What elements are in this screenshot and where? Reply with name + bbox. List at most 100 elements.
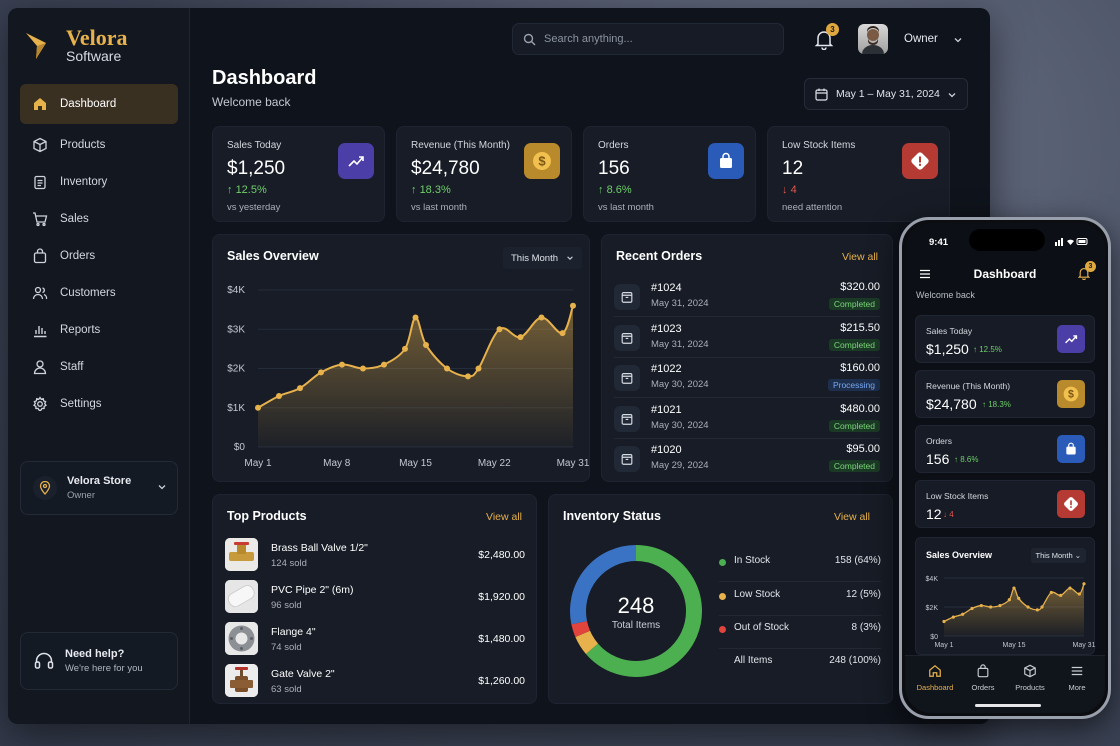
stat-delta: ↑ 8.6% [598, 184, 632, 196]
data-point [1049, 590, 1053, 595]
table-row[interactable]: #1022 May 30, 2024 $160.00 Processing [614, 359, 880, 399]
inventory-total-label: Total Items [611, 620, 661, 631]
data-point [570, 302, 576, 309]
inventory-legend-out-of-stock: Out of Stock 8 (3%) [719, 621, 881, 641]
x-tick-label: May 31 [557, 458, 590, 469]
trend-up-icon [338, 143, 374, 179]
order-amount: $480.00 [840, 402, 880, 415]
stat-card-low-stock[interactable]: Low Stock Items 12 ↓ 4 need attention [767, 126, 950, 222]
data-point [979, 603, 983, 608]
list-item[interactable]: Gate Valve 2" 63 sold $1,260.00 [225, 664, 525, 700]
data-point [339, 361, 345, 368]
sidebar-item-settings[interactable]: Settings [20, 385, 178, 422]
stat-label: Low Stock Items [782, 140, 856, 151]
inventory-view-all-link[interactable]: View all [834, 511, 870, 523]
shopping-bag-icon [708, 143, 744, 179]
brand-sub: Software [66, 48, 122, 65]
sidebar-item-inventory[interactable]: Inventory [20, 163, 178, 200]
search-input[interactable] [544, 33, 764, 45]
search-bar[interactable] [512, 23, 784, 55]
table-row[interactable]: #1021 May 30, 2024 $480.00 Completed [614, 400, 880, 440]
data-point [496, 326, 503, 333]
calendar-icon [815, 88, 828, 101]
divider [719, 581, 881, 582]
data-point [1017, 596, 1021, 600]
phone-tab-products[interactable]: Products [1007, 664, 1053, 692]
data-point [360, 365, 366, 372]
menu-icon[interactable] [919, 268, 931, 280]
sidebar-item-sales[interactable]: Sales [20, 200, 178, 237]
data-point [1026, 605, 1030, 609]
top-products-view-all-link[interactable]: View all [486, 511, 522, 523]
data-point [1068, 586, 1072, 590]
headset-icon [34, 652, 54, 669]
list-item[interactable]: Brass Ball Valve 1/2" 124 sold $2,480.00 [225, 538, 525, 574]
phone-stat-card[interactable]: Revenue (This Month) $24,780 ↑ 18.3% $ [915, 370, 1095, 418]
store-switcher[interactable]: Velora Store Owner [20, 461, 178, 515]
y-tick-label: $0 [930, 634, 938, 641]
list-item[interactable]: Flange 4" 74 sold $1,480.00 [225, 622, 525, 658]
order-date: May 30, 2024 [651, 419, 709, 431]
main-content: 3 Owner Dashboard Welcome back May 1 – M… [191, 8, 990, 724]
divider [614, 356, 880, 358]
help-card[interactable]: Need help? We're here for you [20, 632, 178, 690]
sidebar-item-dashboard[interactable]: Dashboard [20, 84, 178, 124]
user-name[interactable]: Owner [904, 33, 938, 45]
notification-badge: 3 [826, 23, 839, 36]
stat-card-sales-today[interactable]: Sales Today $1,250 ↑ 12.5% vs yesterday [212, 126, 385, 222]
sidebar-item-staff[interactable]: Staff [20, 348, 178, 385]
status-badge: Completed [828, 460, 880, 472]
avatar[interactable] [858, 24, 888, 54]
chevron-down-icon [158, 485, 166, 490]
data-point [951, 615, 955, 619]
phone-tab-orders[interactable]: Orders [960, 664, 1006, 692]
sidebar-item-label: Products [60, 138, 106, 151]
order-amount: $215.50 [840, 321, 880, 334]
package-icon [614, 284, 640, 310]
logo[interactable]: Velora Software [24, 26, 128, 64]
phone-tab-more[interactable]: More [1054, 664, 1100, 692]
stat-card-orders[interactable]: Orders 156 ↑ 8.6% vs last month [583, 126, 756, 222]
phone-tab-dashboard[interactable]: Dashboard [912, 664, 958, 692]
table-row[interactable]: #1023 May 31, 2024 $215.50 Completed [614, 319, 880, 359]
stat-delta: ↑ 12.5% [227, 184, 267, 196]
sidebar-item-label: Inventory [60, 175, 108, 188]
sidebar-item-label: Customers [60, 286, 116, 299]
help-title: Need help? [65, 648, 125, 660]
status-badge: Completed [828, 338, 880, 351]
sidebar-item-reports[interactable]: Reports [20, 311, 178, 348]
list-item[interactable]: PVC Pipe 2" (6m) 96 sold $1,920.00 [225, 580, 525, 616]
phone-stat-card[interactable]: Low Stock Items 12 ↓ 4 [915, 480, 1095, 528]
y-tick-label: $2K [227, 364, 245, 375]
chevron-down-icon [567, 256, 573, 260]
sidebar-item-customers[interactable]: Customers [20, 274, 178, 311]
stat-card-revenue[interactable]: Revenue (This Month) $24,780 ↑ 18.3% vs … [396, 126, 572, 222]
sidebar-item-label: Sales [60, 212, 89, 225]
inventory-donut-chart [570, 545, 702, 677]
stat-note: need attention [782, 202, 843, 213]
stat-label: Revenue (This Month) [411, 140, 510, 151]
phone-stat-card[interactable]: Orders 156 ↑ 8.6% [915, 425, 1095, 473]
phone-sales-chart: $0 $2K $4K May 1 May 15 May 31 [926, 576, 1096, 649]
chevron-down-icon[interactable] [953, 35, 963, 45]
person-icon [32, 359, 48, 375]
table-row[interactable]: #1020 May 29, 2024 $95.00 Completed [614, 440, 880, 480]
period-dropdown[interactable]: This Month [503, 247, 582, 269]
legend-dot [719, 559, 726, 566]
product-image [225, 622, 258, 655]
data-point [423, 341, 429, 348]
sidebar-item-products[interactable]: Products [20, 126, 178, 163]
phone-stat-card[interactable]: Sales Today $1,250 ↑ 12.5% [915, 315, 1095, 363]
stat-label: Orders [598, 140, 629, 151]
data-point [465, 373, 471, 380]
date-range-picker[interactable]: May 1 – May 31, 2024 [804, 78, 968, 110]
recent-orders-view-all-link[interactable]: View all [842, 251, 878, 263]
sidebar-item-label: Staff [60, 360, 84, 373]
x-tick-label: May 15 [1003, 642, 1026, 649]
desktop-window: Velora Software Dashboard Products Inven… [8, 8, 990, 724]
table-row[interactable]: #1024 May 31, 2024 $320.00 Completed [614, 278, 880, 318]
x-tick-label: May 8 [323, 458, 351, 469]
sidebar-item-orders[interactable]: Orders [20, 237, 178, 274]
phone-period-dropdown[interactable]: This Month ⌄ [1030, 548, 1086, 563]
stat-delta: ↓ 4 [782, 184, 797, 196]
